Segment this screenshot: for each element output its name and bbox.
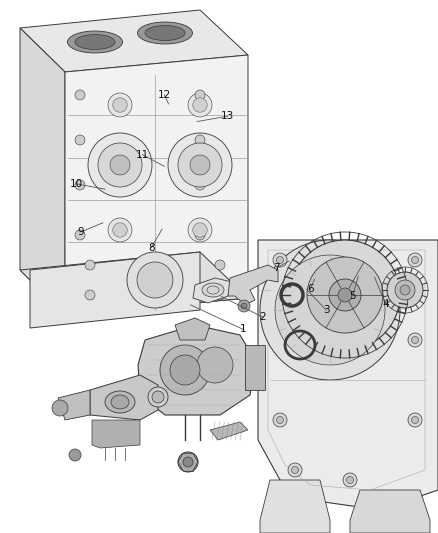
Circle shape — [110, 155, 130, 175]
Circle shape — [260, 240, 400, 380]
Circle shape — [411, 416, 418, 424]
Circle shape — [178, 143, 222, 187]
Circle shape — [276, 256, 283, 263]
Text: 9: 9 — [78, 227, 85, 237]
Polygon shape — [260, 480, 330, 533]
Circle shape — [273, 413, 287, 427]
Circle shape — [215, 290, 225, 300]
Ellipse shape — [67, 31, 123, 53]
Ellipse shape — [111, 395, 129, 409]
Polygon shape — [20, 28, 65, 315]
Circle shape — [69, 449, 81, 461]
Circle shape — [292, 466, 299, 473]
Circle shape — [411, 256, 418, 263]
Text: 3: 3 — [323, 305, 330, 315]
Circle shape — [215, 260, 225, 270]
Polygon shape — [228, 265, 278, 305]
Circle shape — [170, 355, 200, 385]
Circle shape — [197, 347, 233, 383]
Circle shape — [75, 230, 85, 240]
Circle shape — [273, 253, 287, 267]
Text: 2: 2 — [259, 312, 266, 322]
Circle shape — [408, 253, 422, 267]
Text: 7: 7 — [273, 263, 280, 272]
Text: 5: 5 — [349, 291, 356, 301]
Circle shape — [85, 260, 95, 270]
Text: 1: 1 — [240, 325, 247, 334]
Circle shape — [275, 255, 385, 365]
Circle shape — [152, 391, 164, 403]
Polygon shape — [193, 278, 232, 303]
Polygon shape — [20, 252, 248, 315]
Polygon shape — [92, 420, 140, 448]
Circle shape — [195, 135, 205, 145]
Circle shape — [178, 452, 198, 472]
Polygon shape — [58, 390, 90, 420]
Text: 13: 13 — [221, 111, 234, 121]
Circle shape — [395, 280, 415, 300]
Circle shape — [276, 416, 283, 424]
Circle shape — [108, 218, 132, 242]
Circle shape — [113, 98, 127, 112]
Circle shape — [75, 90, 85, 100]
Polygon shape — [30, 252, 200, 328]
Circle shape — [411, 336, 418, 343]
Circle shape — [238, 300, 250, 312]
Circle shape — [137, 262, 173, 298]
Circle shape — [127, 252, 183, 308]
Ellipse shape — [105, 391, 135, 413]
Circle shape — [241, 303, 247, 309]
Circle shape — [88, 133, 152, 197]
Circle shape — [408, 413, 422, 427]
Polygon shape — [65, 55, 248, 315]
Circle shape — [108, 93, 132, 117]
Polygon shape — [258, 240, 438, 510]
Text: 12: 12 — [158, 90, 171, 100]
Circle shape — [75, 180, 85, 190]
Ellipse shape — [75, 35, 115, 50]
Text: 11: 11 — [136, 150, 149, 159]
Circle shape — [168, 133, 232, 197]
Polygon shape — [245, 345, 265, 390]
Circle shape — [193, 223, 207, 237]
Circle shape — [290, 240, 400, 350]
Ellipse shape — [138, 22, 192, 44]
Circle shape — [193, 98, 207, 112]
Circle shape — [195, 230, 205, 240]
Circle shape — [288, 463, 302, 477]
Circle shape — [346, 477, 353, 483]
Text: 10: 10 — [70, 179, 83, 189]
Polygon shape — [175, 318, 210, 340]
Circle shape — [343, 473, 357, 487]
Ellipse shape — [145, 26, 185, 41]
Ellipse shape — [202, 283, 224, 297]
Circle shape — [183, 457, 193, 467]
Polygon shape — [350, 490, 430, 533]
Circle shape — [188, 93, 212, 117]
Circle shape — [190, 155, 210, 175]
Polygon shape — [138, 325, 255, 415]
Circle shape — [113, 223, 127, 237]
Text: 4: 4 — [382, 299, 389, 309]
Circle shape — [387, 272, 423, 308]
Polygon shape — [20, 10, 248, 72]
Circle shape — [329, 279, 361, 311]
Circle shape — [195, 90, 205, 100]
Circle shape — [148, 387, 168, 407]
Text: 8: 8 — [148, 243, 155, 253]
Circle shape — [52, 400, 68, 416]
Text: 6: 6 — [307, 285, 314, 294]
Circle shape — [400, 285, 410, 295]
Circle shape — [75, 135, 85, 145]
Polygon shape — [210, 422, 248, 440]
Circle shape — [188, 218, 212, 242]
Circle shape — [307, 257, 383, 333]
Polygon shape — [90, 375, 158, 420]
Circle shape — [338, 288, 352, 302]
Circle shape — [160, 345, 210, 395]
Circle shape — [195, 180, 205, 190]
Circle shape — [85, 290, 95, 300]
Circle shape — [98, 143, 142, 187]
Circle shape — [408, 333, 422, 347]
